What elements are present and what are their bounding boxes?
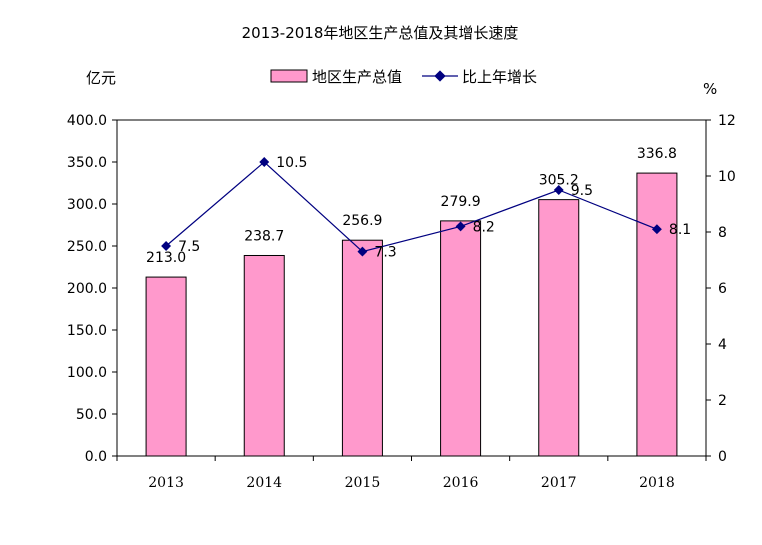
bar <box>440 220 482 457</box>
legend-line-marker <box>434 70 446 82</box>
bar <box>538 199 580 457</box>
growth-point <box>357 246 368 257</box>
right-axis-tick-label: 4 <box>718 337 727 353</box>
chart-title: 2013-2018年地区生产总值及其增长速度 <box>242 24 519 42</box>
growth-point <box>455 221 466 232</box>
left-axis-tick-label: 400.0 <box>67 113 107 129</box>
growth-line-series: 7.5 10.5 7.3 8.2 9.5 8.1 <box>161 155 691 261</box>
right-axis-tick-label: 0 <box>718 449 727 465</box>
right-axis-tick-label: 2 <box>718 393 727 409</box>
plot-area-border <box>116 119 707 457</box>
right-axis-tick-label: 12 <box>718 113 736 129</box>
left-axis-tick-label: 0.0 <box>85 449 107 465</box>
x-axis-tick-label: 2016 <box>443 475 479 491</box>
bar-value-label: 279.9 <box>441 194 481 210</box>
bar-value-label: 238.7 <box>244 228 284 244</box>
bar <box>243 254 285 457</box>
growth-line <box>165 161 658 253</box>
legend-bar-label: 地区生产总值 <box>312 68 402 86</box>
bar-value-label: 256.9 <box>342 213 382 229</box>
growth-point <box>651 224 662 235</box>
plot-frame <box>116 119 707 457</box>
legend-bar-swatch <box>270 69 308 83</box>
x-axis-tick-label: 2018 <box>639 475 675 491</box>
growth-value-label: 8.1 <box>669 222 691 238</box>
x-axis-tick-label: 2015 <box>345 475 381 491</box>
growth-value-label: 8.2 <box>473 219 495 235</box>
right-axis-tick-label: 10 <box>718 169 736 185</box>
bar-value-label: 305.2 <box>539 173 579 189</box>
right-axis-unit: % <box>703 80 717 98</box>
legend-line-label: 比上年增长 <box>462 68 537 86</box>
bar-series: 213.0 238.7 256.9 279.9 305.2 336.8 <box>145 146 678 457</box>
bar <box>341 239 383 457</box>
x-axis-tick-label: 2017 <box>541 475 577 491</box>
x-axis: 2013 2014 2015 2016 2017 2018 <box>116 456 707 491</box>
growth-value-label: 7.3 <box>374 245 396 261</box>
bar-value-label: 213.0 <box>146 250 186 266</box>
left-axis-unit: 亿元 <box>86 69 116 87</box>
left-axis-tick-label: 50.0 <box>76 407 107 423</box>
left-axis-tick-label: 300.0 <box>67 197 107 213</box>
left-axis: 0.0 50.0 100.0 150.0 200.0 250.0 300.0 350.0 400… <box>67 113 117 465</box>
growth-point <box>259 157 270 167</box>
bar <box>145 276 187 457</box>
left-axis-tick-label: 200.0 <box>67 281 107 297</box>
left-axis-tick-label: 350.0 <box>67 155 107 171</box>
right-axis-tick-label: 8 <box>718 225 727 241</box>
left-axis-tick-label: 100.0 <box>67 365 107 381</box>
legend: 地区生产总值 比上年增长 <box>270 68 537 86</box>
growth-value-label: 10.5 <box>276 155 307 171</box>
right-axis-tick-label: 6 <box>718 281 727 297</box>
growth-point <box>553 185 564 195</box>
x-axis-tick-label: 2013 <box>148 475 184 491</box>
growth-value-label: 7.5 <box>178 239 200 255</box>
growth-value-label: 9.5 <box>571 183 593 199</box>
x-axis-tick-label: 2014 <box>246 475 282 491</box>
bar <box>636 172 678 457</box>
bar-value-label: 336.8 <box>637 146 677 162</box>
left-axis-tick-label: 250.0 <box>67 239 107 255</box>
growth-point <box>161 241 172 251</box>
right-axis: 0 2 4 6 8 10 12 <box>706 113 736 465</box>
left-axis-tick-label: 150.0 <box>67 323 107 339</box>
